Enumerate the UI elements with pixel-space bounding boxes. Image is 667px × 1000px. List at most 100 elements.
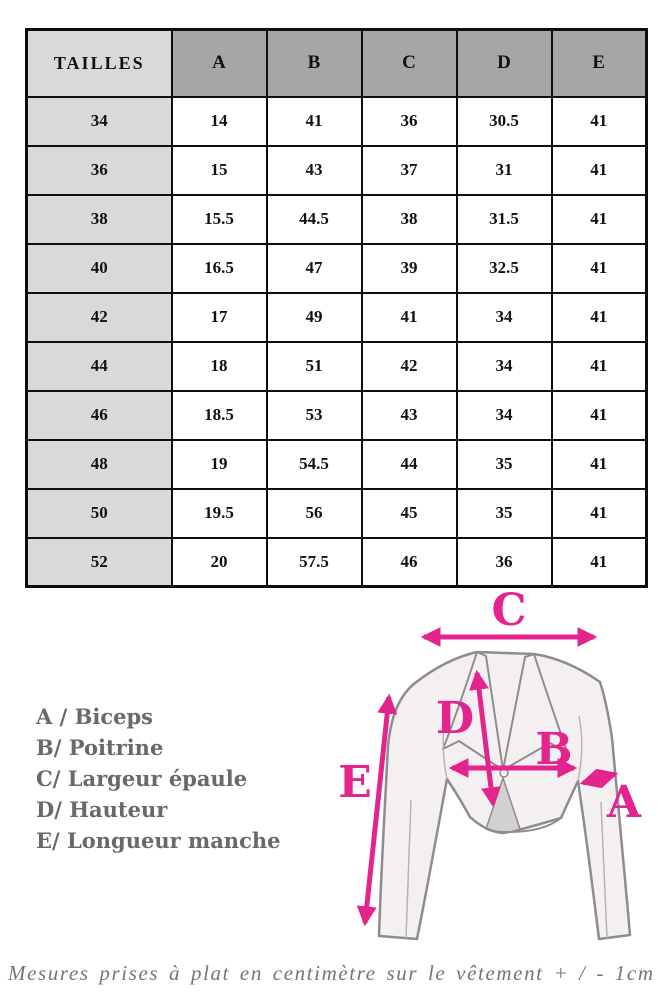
header-cell-e: E <box>550 28 648 98</box>
value-cell: 38 <box>360 193 458 245</box>
table-row: 36 15 43 37 31 41 <box>25 144 648 196</box>
table-row: 40 16.5 47 39 32.5 41 <box>25 242 648 294</box>
value-cell: 57.5 <box>265 536 363 588</box>
table-row: 46 18.5 53 43 34 41 <box>25 389 648 441</box>
jacket-hem-left <box>469 816 505 834</box>
measurement-legend: A / Biceps B/ Poitrine C/ Largeur épaule D/… <box>36 701 281 856</box>
value-cell: 41 <box>265 95 363 147</box>
value-cell: 16.5 <box>170 242 268 294</box>
size-cell: 50 <box>25 487 173 539</box>
height-arrow-d <box>469 669 501 808</box>
table-row: 44 18 51 42 34 41 <box>25 340 648 392</box>
header-cell-b: B <box>265 28 363 98</box>
value-cell: 35 <box>455 487 553 539</box>
size-table-header: TAILLES A B C D E <box>25 28 648 98</box>
size-cell: 46 <box>25 389 173 441</box>
value-cell: 37 <box>360 144 458 196</box>
value-cell: 36 <box>455 536 553 588</box>
value-cell: 41 <box>550 389 648 441</box>
table-row: 34 14 41 36 30.5 41 <box>25 95 648 147</box>
size-cell: 44 <box>25 340 173 392</box>
legend-item: A / Biceps <box>36 704 153 729</box>
table-row: 48 19 54.5 44 35 41 <box>25 438 648 490</box>
value-cell: 15 <box>170 144 268 196</box>
header-cell-a: A <box>170 28 268 98</box>
jacket-seam-left <box>442 713 448 780</box>
value-cell: 17 <box>170 291 268 343</box>
value-cell: 44.5 <box>265 193 363 245</box>
value-cell: 41 <box>360 291 458 343</box>
value-cell: 49 <box>265 291 363 343</box>
value-cell: 19.5 <box>170 487 268 539</box>
label-b: B <box>535 724 572 775</box>
measurement-arrows <box>356 627 619 927</box>
table-row: 50 19.5 56 45 35 41 <box>25 487 648 539</box>
value-cell: 46 <box>360 536 458 588</box>
jacket-sleeve-crease-right <box>600 801 608 939</box>
size-cell: 34 <box>25 95 173 147</box>
size-cell: 36 <box>25 144 173 196</box>
value-cell: 14 <box>170 95 268 147</box>
value-cell: 36 <box>360 95 458 147</box>
value-cell: 45 <box>360 487 458 539</box>
value-cell: 42 <box>360 340 458 392</box>
label-e: E <box>338 757 372 808</box>
jacket-right-lapel <box>502 653 568 771</box>
value-cell: 41 <box>550 144 648 196</box>
size-cell: 52 <box>25 536 173 588</box>
value-cell: 41 <box>550 340 648 392</box>
table-row: 42 17 49 41 34 41 <box>25 291 648 343</box>
size-table-body: 34 14 41 36 30.5 41 36 15 43 37 31 41 38 15.5 44.5 38 31… <box>25 95 648 588</box>
label-c: C <box>491 585 526 636</box>
value-cell: 35 <box>455 438 553 490</box>
label-a: A <box>606 777 642 828</box>
size-cell: 42 <box>25 291 173 343</box>
size-table: TAILLES A B C D E 34 14 41 36 30.5 41 36 15 43 37 31 41 3… <box>25 28 648 588</box>
table-row: 38 15.5 44.5 38 31.5 41 <box>25 193 648 245</box>
value-cell: 41 <box>550 242 648 294</box>
value-cell: 19 <box>170 438 268 490</box>
header-row: TAILLES A B C D E <box>25 28 648 98</box>
value-cell: 34 <box>455 291 553 343</box>
value-cell: 32.5 <box>455 242 553 294</box>
value-cell: 53 <box>265 389 363 441</box>
value-cell: 56 <box>265 487 363 539</box>
legend-item: B/ Poitrine <box>36 735 164 760</box>
biceps-arrow-a <box>579 768 619 789</box>
value-cell: 44 <box>360 438 458 490</box>
value-cell: 41 <box>550 487 648 539</box>
value-cell: 41 <box>550 536 648 588</box>
value-cell: 31.5 <box>455 193 553 245</box>
value-cell: 34 <box>455 389 553 441</box>
measurement-labels: C D B A E <box>338 585 642 828</box>
jacket-hem-right <box>503 817 562 834</box>
value-cell: 41 <box>550 438 648 490</box>
value-cell: 30.5 <box>455 95 553 147</box>
table-row: 52 20 57.5 46 36 41 <box>25 536 648 588</box>
value-cell: 41 <box>550 95 648 147</box>
value-cell: 31 <box>455 144 553 196</box>
value-cell: 43 <box>265 144 363 196</box>
value-cell: 41 <box>550 291 648 343</box>
label-d: D <box>436 693 474 744</box>
legend-item: E/ Longueur manche <box>36 828 281 853</box>
value-cell: 47 <box>265 242 363 294</box>
value-cell: 34 <box>455 340 553 392</box>
value-cell: 20 <box>170 536 268 588</box>
header-cell-c: C <box>360 28 458 98</box>
value-cell: 18.5 <box>170 389 268 441</box>
value-cell: 43 <box>360 389 458 441</box>
size-cell: 38 <box>25 193 173 245</box>
size-cell: 40 <box>25 242 173 294</box>
value-cell: 41 <box>550 193 648 245</box>
header-cell-d: D <box>455 28 553 98</box>
value-cell: 15.5 <box>170 193 268 245</box>
value-cell: 51 <box>265 340 363 392</box>
legend-item: C/ Largeur épaule <box>36 766 248 791</box>
jacket-sleeve-crease-left <box>405 799 412 939</box>
measurement-note: Mesures prises à plat en centimètre sur … <box>8 961 655 985</box>
header-cell-tailles: TAILLES <box>25 28 173 98</box>
jacket-seam-right <box>577 715 583 782</box>
value-cell: 39 <box>360 242 458 294</box>
